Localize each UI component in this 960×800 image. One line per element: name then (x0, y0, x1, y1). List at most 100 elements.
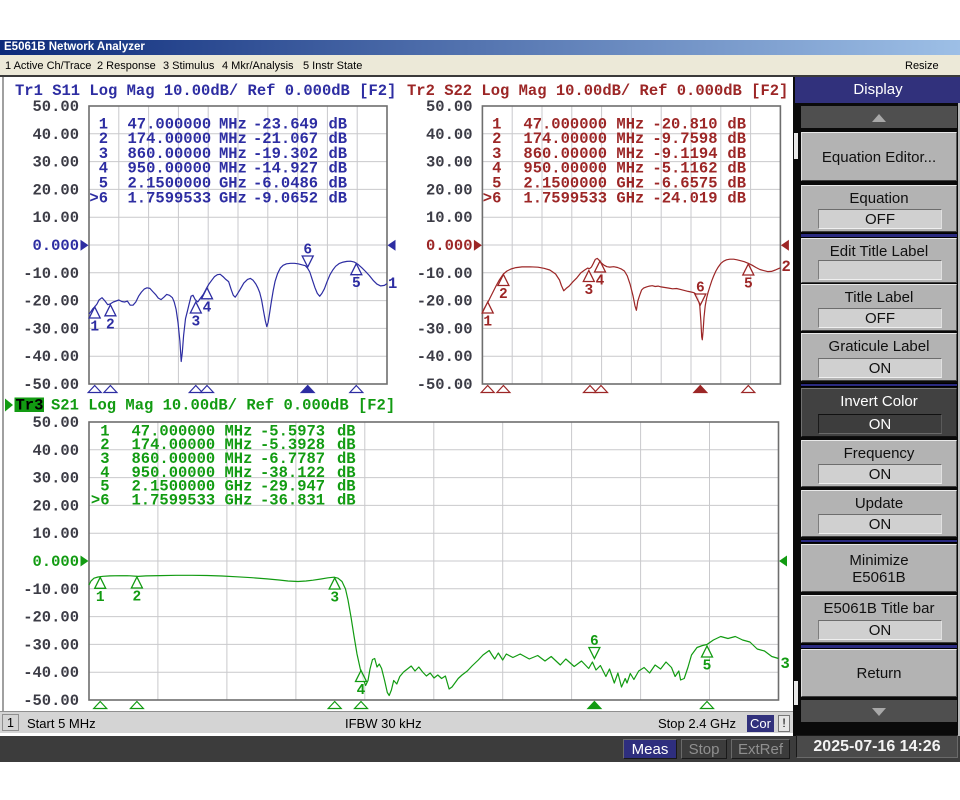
svg-text:MHz: MHz (219, 130, 247, 148)
svg-text:4: 4 (99, 160, 108, 178)
svg-text:dB: dB (337, 422, 356, 440)
svg-text:1: 1 (483, 315, 492, 331)
svg-text:-9.0652: -9.0652 (253, 189, 318, 207)
svg-text:3: 3 (781, 655, 790, 673)
svg-text:-5.5973: -5.5973 (260, 422, 325, 440)
svg-text:MHz: MHz (219, 145, 247, 163)
svg-text:-20.00: -20.00 (23, 609, 79, 627)
svg-text:MHz: MHz (616, 145, 644, 163)
svg-text:-40.00: -40.00 (417, 348, 473, 366)
svg-text:860.00000: 860.00000 (128, 145, 212, 163)
svg-text:MHz: MHz (225, 422, 253, 440)
svg-text:4: 4 (357, 683, 366, 699)
svg-text:50.00: 50.00 (32, 414, 79, 432)
svg-text:2.1500000: 2.1500000 (523, 175, 607, 193)
svg-text:30.00: 30.00 (32, 470, 79, 488)
svg-text:50.00: 50.00 (426, 98, 473, 116)
svg-text:-20.00: -20.00 (417, 293, 473, 311)
svg-text:-6.0486: -6.0486 (253, 175, 318, 193)
svg-text:2: 2 (99, 130, 108, 148)
svg-text:1: 1 (492, 115, 501, 133)
svg-text:-10.00: -10.00 (417, 265, 473, 283)
svg-text:S21 Log Mag 10.00dB/ Ref 0.000: S21 Log Mag 10.00dB/ Ref 0.000dB [F2] (51, 397, 395, 415)
svg-text:2: 2 (782, 258, 791, 276)
svg-text:1: 1 (99, 115, 108, 133)
svg-text:MHz: MHz (225, 464, 253, 482)
svg-text:47.000000: 47.000000 (128, 115, 212, 133)
svg-text:-20.00: -20.00 (23, 293, 79, 311)
svg-text:860.00000: 860.00000 (523, 145, 607, 163)
svg-text:3: 3 (100, 450, 109, 468)
svg-text:dB: dB (329, 130, 348, 148)
svg-text:6: 6 (590, 634, 599, 650)
svg-text:MHz: MHz (616, 130, 644, 148)
svg-text:950.00000: 950.00000 (128, 160, 212, 178)
svg-text:3: 3 (330, 591, 339, 607)
svg-text:dB: dB (337, 492, 356, 510)
svg-text:10.00: 10.00 (32, 209, 79, 227)
svg-text:4: 4 (492, 160, 501, 178)
svg-text:>6: >6 (91, 492, 110, 510)
svg-text:4: 4 (596, 274, 605, 290)
svg-text:1.7599533: 1.7599533 (128, 189, 212, 207)
svg-text:-50.00: -50.00 (23, 376, 79, 394)
svg-text:-9.1194: -9.1194 (652, 145, 717, 163)
svg-text:MHz: MHz (225, 436, 253, 454)
svg-text:-50.00: -50.00 (417, 376, 473, 394)
svg-text:>6: >6 (483, 189, 502, 207)
svg-text:40.00: 40.00 (32, 126, 79, 144)
svg-text:47.000000: 47.000000 (523, 115, 607, 133)
svg-text:1: 1 (388, 275, 397, 293)
svg-text:dB: dB (337, 436, 356, 454)
svg-text:GHz: GHz (616, 175, 644, 193)
svg-text:6: 6 (303, 243, 312, 259)
svg-text:-20.810: -20.810 (652, 115, 717, 133)
svg-text:10.00: 10.00 (32, 525, 79, 543)
svg-text:-30.00: -30.00 (23, 320, 79, 338)
svg-text:0.000: 0.000 (32, 237, 79, 255)
svg-text:3: 3 (584, 283, 593, 299)
svg-text:5: 5 (703, 659, 712, 675)
svg-text:-40.00: -40.00 (23, 664, 79, 682)
svg-text:GHz: GHz (225, 492, 253, 510)
svg-text:-10.00: -10.00 (23, 265, 79, 283)
svg-text:1.7599533: 1.7599533 (523, 189, 607, 207)
svg-text:6: 6 (696, 281, 705, 297)
svg-text:>6: >6 (89, 189, 108, 207)
svg-text:1: 1 (90, 320, 99, 336)
svg-text:1: 1 (96, 590, 105, 606)
svg-text:-10.00: -10.00 (23, 581, 79, 599)
svg-text:950.00000: 950.00000 (132, 464, 216, 482)
svg-text:-30.00: -30.00 (23, 636, 79, 654)
svg-text:MHz: MHz (219, 160, 247, 178)
svg-text:2.1500000: 2.1500000 (128, 175, 212, 193)
svg-text:40.00: 40.00 (426, 126, 473, 144)
svg-text:174.00000: 174.00000 (523, 130, 607, 148)
svg-text:dB: dB (337, 464, 356, 482)
svg-text:dB: dB (337, 450, 356, 468)
svg-text:0.000: 0.000 (32, 553, 79, 571)
svg-text:-29.947: -29.947 (260, 478, 325, 496)
svg-text:-30.00: -30.00 (417, 320, 473, 338)
svg-text:MHz: MHz (616, 115, 644, 133)
svg-text:0.000: 0.000 (426, 237, 473, 255)
svg-text:30.00: 30.00 (32, 154, 79, 172)
svg-text:-5.1162: -5.1162 (652, 160, 717, 178)
svg-text:5: 5 (492, 175, 501, 193)
svg-text:5: 5 (352, 276, 361, 292)
svg-text:dB: dB (727, 130, 746, 148)
svg-text:GHz: GHz (225, 478, 253, 496)
svg-text:-6.6575: -6.6575 (652, 175, 717, 193)
svg-text:dB: dB (337, 478, 356, 496)
svg-text:3: 3 (492, 145, 501, 163)
svg-text:20.00: 20.00 (32, 181, 79, 199)
svg-text:Tr1 S11 Log Mag 10.00dB/ Ref 0: Tr1 S11 Log Mag 10.00dB/ Ref 0.000dB [F2… (15, 82, 396, 100)
svg-text:2: 2 (492, 130, 501, 148)
svg-text:3: 3 (99, 145, 108, 163)
svg-text:-5.3928: -5.3928 (260, 436, 325, 454)
svg-text:2: 2 (100, 436, 109, 454)
svg-text:10.00: 10.00 (426, 209, 473, 227)
svg-text:dB: dB (727, 175, 746, 193)
svg-text:-19.302: -19.302 (253, 145, 318, 163)
svg-text:Tr3: Tr3 (16, 397, 44, 415)
